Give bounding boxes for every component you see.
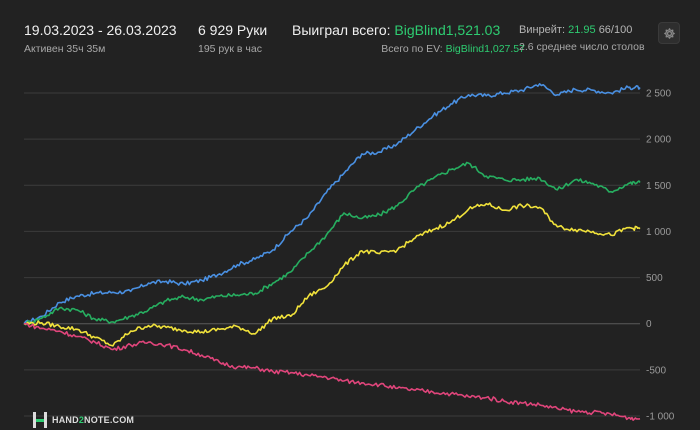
- average-tables: 2.6 среднее число столов: [519, 41, 645, 53]
- winnings-block: Выиграл всего: BigBlind1,521.03 Всего по…: [292, 22, 532, 55]
- winrate-rest: 66/100: [598, 24, 633, 36]
- y-tick-label: 1 500: [646, 181, 671, 192]
- series-line-1: [23, 161, 641, 326]
- chart-series: [23, 83, 641, 422]
- ev-total: Всего по EV: BigBlind1,027.57: [292, 43, 532, 55]
- y-tick-label: 2 000: [646, 135, 671, 146]
- date-range[interactable]: 19.03.2023 - 26.03.2023: [24, 22, 177, 38]
- y-tick-label: 2 500: [646, 89, 671, 100]
- winrate-block: Винрейт: 21.95 66/100 2.6 среднее число …: [519, 24, 645, 53]
- header: 19.03.2023 - 26.03.2023 Активен 35ч 35м …: [0, 0, 700, 60]
- ev-label: Всего по EV:: [381, 43, 443, 55]
- hands-count: 6 929 Руки: [198, 22, 268, 38]
- logo: HAND2NOTE.COM: [32, 410, 134, 430]
- settings-button[interactable]: [658, 22, 680, 44]
- y-tick-label: -500: [646, 365, 666, 376]
- won-total: Выиграл всего: BigBlind1,521.03: [292, 22, 532, 38]
- y-tick-label: 500: [646, 273, 663, 284]
- logo-text: HAND2NOTE.COM: [52, 415, 135, 425]
- ev-value: BigBlind1,027.57: [445, 43, 525, 55]
- series-line-2: [23, 202, 641, 347]
- y-tick-label: 1 000: [646, 227, 671, 238]
- series-line-3: [23, 322, 641, 422]
- y-tick-label: -1 000: [646, 412, 675, 423]
- y-tick-label: 0: [646, 319, 652, 330]
- won-label: Выиграл всего:: [292, 22, 391, 38]
- active-time: Активен 35ч 35м: [24, 43, 106, 55]
- gear-icon: [663, 27, 675, 39]
- hands-per-hour: 195 рук в час: [198, 43, 262, 55]
- winrate-value: 21.95: [568, 24, 596, 36]
- winrate: Винрейт: 21.95 66/100: [519, 24, 645, 36]
- date-range-block: 19.03.2023 - 26.03.2023 Активен 35ч 35м: [24, 22, 177, 55]
- series-line-0: [23, 83, 641, 325]
- y-axis-ticks: 2 500 2 000 1 500 1 000 500 0 -500 -1 000: [646, 89, 675, 423]
- hands-block: 6 929 Руки 195 рук в час: [198, 22, 267, 55]
- chart-grid: [24, 92, 640, 417]
- winrate-label: Винрейт:: [519, 24, 566, 36]
- won-value: BigBlind1,521.03: [394, 22, 501, 38]
- hand2note-logo-icon: [33, 412, 47, 428]
